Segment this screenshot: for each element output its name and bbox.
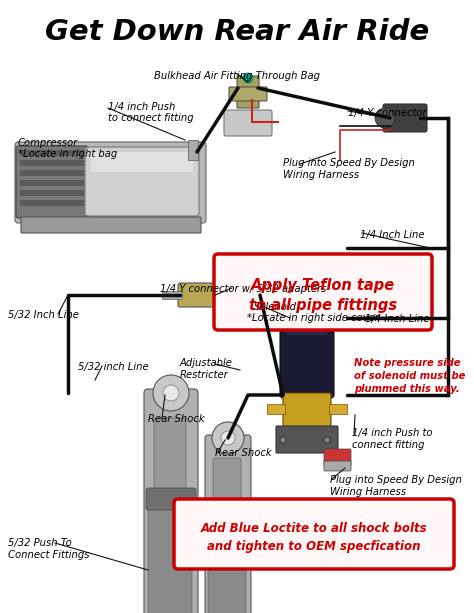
- Circle shape: [163, 385, 179, 401]
- FancyBboxPatch shape: [85, 147, 199, 216]
- Text: *Locate in right bag: *Locate in right bag: [18, 149, 117, 159]
- FancyBboxPatch shape: [205, 435, 251, 613]
- Circle shape: [243, 73, 253, 83]
- FancyBboxPatch shape: [208, 518, 246, 613]
- Text: Plug into Speed By Design: Plug into Speed By Design: [330, 475, 462, 485]
- Text: to all pipe fittings: to all pipe fittings: [249, 298, 397, 313]
- Bar: [188, 140, 198, 160]
- FancyBboxPatch shape: [148, 497, 192, 613]
- FancyBboxPatch shape: [213, 458, 241, 527]
- Text: 1/4 inch Push: 1/4 inch Push: [108, 102, 175, 112]
- Text: Wiring Harness: Wiring Harness: [283, 170, 359, 180]
- FancyBboxPatch shape: [16, 146, 88, 218]
- Circle shape: [280, 437, 286, 443]
- Text: Add Blue Loctite to all shock bolts: Add Blue Loctite to all shock bolts: [201, 522, 428, 535]
- Text: Compressor: Compressor: [18, 138, 78, 148]
- Text: 1/4 inch Push to: 1/4 inch Push to: [352, 428, 432, 438]
- FancyBboxPatch shape: [15, 142, 206, 223]
- Text: 1/4 Y connector: 1/4 Y connector: [348, 108, 427, 118]
- Text: 5/32 Push To: 5/32 Push To: [8, 538, 72, 548]
- Circle shape: [221, 431, 235, 445]
- Circle shape: [324, 437, 330, 443]
- Bar: [20, 160, 84, 166]
- FancyBboxPatch shape: [283, 393, 331, 429]
- Text: 1/4 Inch Line: 1/4 Inch Line: [365, 314, 429, 324]
- FancyBboxPatch shape: [146, 488, 196, 510]
- FancyBboxPatch shape: [286, 321, 328, 335]
- FancyBboxPatch shape: [276, 426, 338, 453]
- FancyBboxPatch shape: [324, 449, 351, 466]
- FancyBboxPatch shape: [229, 87, 267, 101]
- Text: 1/4 Y connector w/ 5/32 adapters: 1/4 Y connector w/ 5/32 adapters: [160, 284, 327, 294]
- Text: Apply Teflon tape: Apply Teflon tape: [251, 278, 395, 293]
- Bar: [236, 291, 258, 299]
- Bar: [236, 300, 254, 305]
- Text: Wiring Harness: Wiring Harness: [330, 487, 406, 497]
- Bar: [329, 404, 347, 414]
- Text: Connect Fittings: Connect Fittings: [8, 550, 90, 560]
- FancyBboxPatch shape: [21, 217, 201, 233]
- FancyBboxPatch shape: [144, 389, 198, 613]
- Text: Adjustable: Adjustable: [180, 358, 233, 368]
- Bar: [20, 170, 84, 176]
- Bar: [20, 150, 84, 156]
- FancyBboxPatch shape: [154, 418, 186, 502]
- Text: connect fitting: connect fitting: [352, 440, 425, 450]
- Bar: [20, 200, 84, 206]
- Text: and tighten to OEM specfication: and tighten to OEM specfication: [207, 540, 421, 553]
- FancyBboxPatch shape: [206, 508, 250, 528]
- Circle shape: [212, 422, 244, 454]
- Text: Bulkhead Air Fitting Through Bag: Bulkhead Air Fitting Through Bag: [154, 71, 320, 81]
- Circle shape: [153, 375, 189, 411]
- FancyBboxPatch shape: [214, 254, 432, 330]
- Text: Rear Shock: Rear Shock: [148, 414, 205, 424]
- FancyBboxPatch shape: [280, 327, 334, 398]
- Text: Restricter: Restricter: [180, 370, 229, 380]
- Text: Plug into Speed By Design: Plug into Speed By Design: [283, 158, 415, 168]
- FancyBboxPatch shape: [237, 76, 259, 108]
- Circle shape: [375, 108, 395, 128]
- Text: 1/4 Inch Line: 1/4 Inch Line: [360, 230, 425, 240]
- Bar: [162, 291, 182, 299]
- Text: 5/32 inch Line: 5/32 inch Line: [78, 362, 149, 372]
- FancyBboxPatch shape: [383, 104, 427, 132]
- Text: 5/32 Inch Line: 5/32 Inch Line: [8, 310, 79, 320]
- Text: *Locate in right side cover: *Locate in right side cover: [247, 313, 379, 323]
- Text: Note pressure side
of solenoid must be
plummed this way.: Note pressure side of solenoid must be p…: [354, 358, 465, 394]
- Text: Solenoid: Solenoid: [254, 302, 297, 312]
- Bar: [20, 190, 84, 196]
- Text: to connect fitting: to connect fitting: [108, 113, 193, 123]
- FancyBboxPatch shape: [91, 152, 193, 172]
- FancyBboxPatch shape: [174, 499, 454, 569]
- FancyBboxPatch shape: [324, 461, 351, 471]
- Text: Get Down Rear Air Ride: Get Down Rear Air Ride: [45, 18, 429, 46]
- FancyBboxPatch shape: [178, 283, 237, 307]
- FancyBboxPatch shape: [224, 110, 272, 136]
- Bar: [267, 404, 285, 414]
- Bar: [20, 180, 84, 186]
- Text: Rear Shock: Rear Shock: [215, 448, 272, 458]
